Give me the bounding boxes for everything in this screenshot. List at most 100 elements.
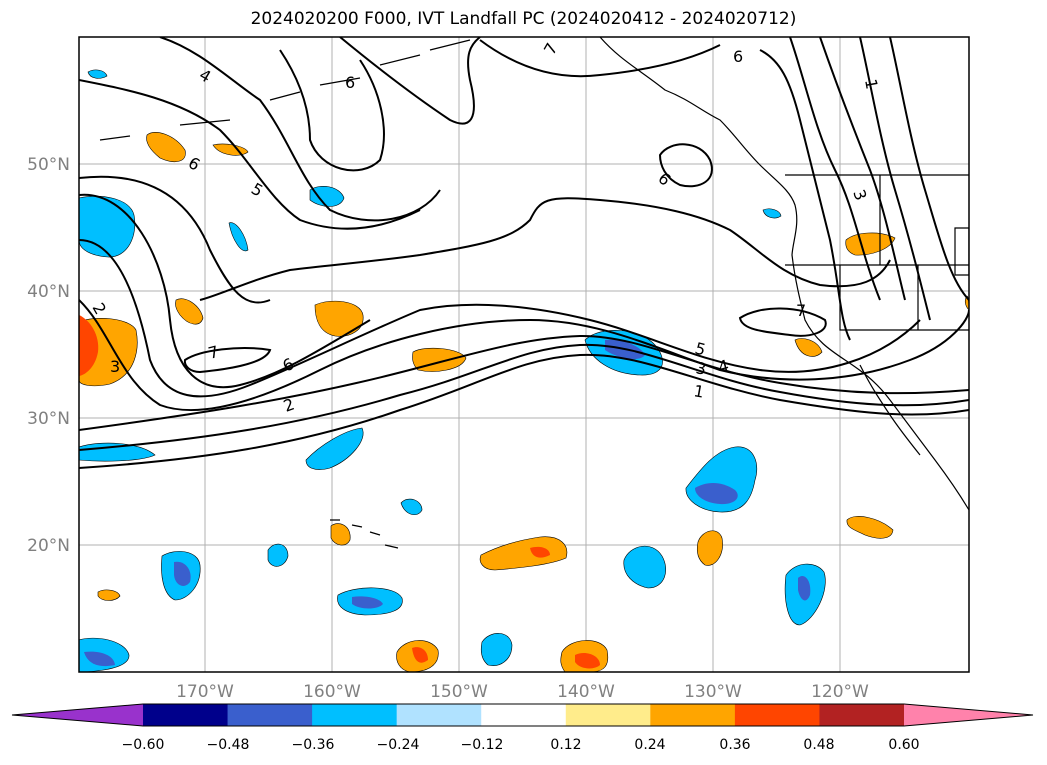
colorbar-extend-low xyxy=(12,704,143,726)
contour-label: 3 xyxy=(694,358,707,378)
negative-patch xyxy=(305,427,364,470)
contour-4 xyxy=(79,299,969,412)
negative-patch xyxy=(480,633,513,666)
colorbar-tick-label: 0.12 xyxy=(550,737,581,753)
lon-label: 150°W xyxy=(430,682,488,702)
positive-patch xyxy=(314,300,364,337)
contour-12 xyxy=(339,37,481,125)
contour-14 xyxy=(658,143,713,188)
negative-patch xyxy=(695,483,738,505)
hawaii-islands xyxy=(330,519,399,549)
contour-2 xyxy=(79,343,969,451)
colorbar-outline xyxy=(11,703,1034,727)
longitude-labels: 170°W 160°W 150°W 140°W 130°W 120°W xyxy=(176,682,869,702)
contour-9 xyxy=(79,79,421,230)
negative-patch xyxy=(267,543,289,567)
alaska-islands xyxy=(99,39,471,141)
positive-patch xyxy=(97,589,121,601)
colorbar-segment xyxy=(396,704,482,726)
contour-6 xyxy=(79,193,371,389)
contour-1 xyxy=(79,353,969,469)
positive-patch xyxy=(794,338,823,357)
colorbar-segment xyxy=(650,704,736,726)
state-borders xyxy=(785,174,969,331)
positive-patch xyxy=(696,530,723,566)
contour-5 xyxy=(79,239,921,398)
contour-16 xyxy=(183,347,272,374)
colorbar-tick-label: −0.48 xyxy=(207,737,250,753)
negative-patch xyxy=(762,208,782,219)
positive-patch xyxy=(479,536,568,571)
contour-label: 5 xyxy=(693,339,708,360)
positive-patch xyxy=(79,315,99,376)
contour-label: 4 xyxy=(716,356,731,377)
colorbar-tick-label: −0.60 xyxy=(122,737,165,753)
contour-15 xyxy=(738,307,827,337)
negative-patch xyxy=(623,545,666,589)
colorbar-tick-label: −0.12 xyxy=(461,737,504,753)
map-title: 2024020200 F000, IVT Landfall PC (202402… xyxy=(250,9,797,29)
lon-label: 140°W xyxy=(557,682,615,702)
lat-label: 40°N xyxy=(27,282,70,302)
negative-patch xyxy=(352,596,383,609)
lon-label: 170°W xyxy=(176,682,234,702)
contour-18 xyxy=(789,37,881,301)
positive-patch xyxy=(175,298,204,325)
positive-patch xyxy=(846,516,894,539)
lon-label: 130°W xyxy=(684,682,742,702)
contour-7 xyxy=(79,175,271,304)
colorbar-ticks: −0.60 −0.48 −0.36 −0.24 −0.12 0.12 0.24 … xyxy=(122,737,920,753)
colorbar-segment xyxy=(481,704,567,726)
contour-label: 1 xyxy=(692,381,705,401)
colorbar-segment xyxy=(819,704,905,726)
contour-17 xyxy=(759,49,851,341)
negative-patch xyxy=(87,69,108,79)
positive-patch xyxy=(412,647,428,663)
colorbar-segment xyxy=(227,704,313,726)
colorbar-segment xyxy=(312,704,398,726)
colorbar-tick-label: 0.36 xyxy=(719,737,750,753)
contour-label: 7 xyxy=(796,301,806,320)
colorbar xyxy=(11,703,1034,727)
colorbar-tick-label: 0.24 xyxy=(634,737,665,753)
colorbar-segment xyxy=(143,704,229,726)
colorbar-tick-label: 0.60 xyxy=(888,737,919,753)
contour-label: 6 xyxy=(733,47,743,66)
positive-patch xyxy=(146,131,186,163)
lat-label: 30°N xyxy=(27,409,70,429)
negative-patch xyxy=(400,498,423,516)
contour-3 xyxy=(79,334,969,431)
positive-patch xyxy=(845,232,896,256)
negative-patch xyxy=(84,651,115,667)
lat-label: 50°N xyxy=(27,155,70,175)
contour-13 xyxy=(479,39,721,78)
contour-label: 1 xyxy=(861,77,881,90)
lat-label: 20°N xyxy=(27,536,70,556)
positive-patch xyxy=(530,546,550,558)
map-frame xyxy=(78,36,970,673)
negative-patch xyxy=(309,185,345,207)
coastlines xyxy=(99,37,969,549)
colorbar-tick-label: −0.36 xyxy=(292,737,335,753)
contour-20 xyxy=(859,37,931,321)
contour-label: 3 xyxy=(110,357,120,376)
north-america-coast xyxy=(599,37,969,511)
contour-label: 7 xyxy=(206,342,221,363)
latitude-labels: 50°N 40°N 30°N 20°N xyxy=(27,155,70,556)
negative-patch xyxy=(174,561,191,586)
colorbar-extend-high xyxy=(904,704,1033,726)
map-area: 7 6 4 5 6 6 1 3 2 3 7 6 2 5 4 3 1 7 6 xyxy=(78,36,970,673)
contour-10 xyxy=(159,37,441,222)
contour-label: 6 xyxy=(345,73,355,92)
contours xyxy=(79,37,969,469)
colorbar-segment xyxy=(734,704,820,726)
colorbar-tick-label: −0.24 xyxy=(377,737,420,753)
contour-21 xyxy=(889,37,969,301)
contour-19 xyxy=(819,37,906,301)
baja-coast xyxy=(859,364,921,456)
lon-label: 160°W xyxy=(303,682,361,702)
contour-8 xyxy=(199,197,891,301)
negative-patch xyxy=(79,195,136,258)
negative-patch xyxy=(228,222,249,252)
